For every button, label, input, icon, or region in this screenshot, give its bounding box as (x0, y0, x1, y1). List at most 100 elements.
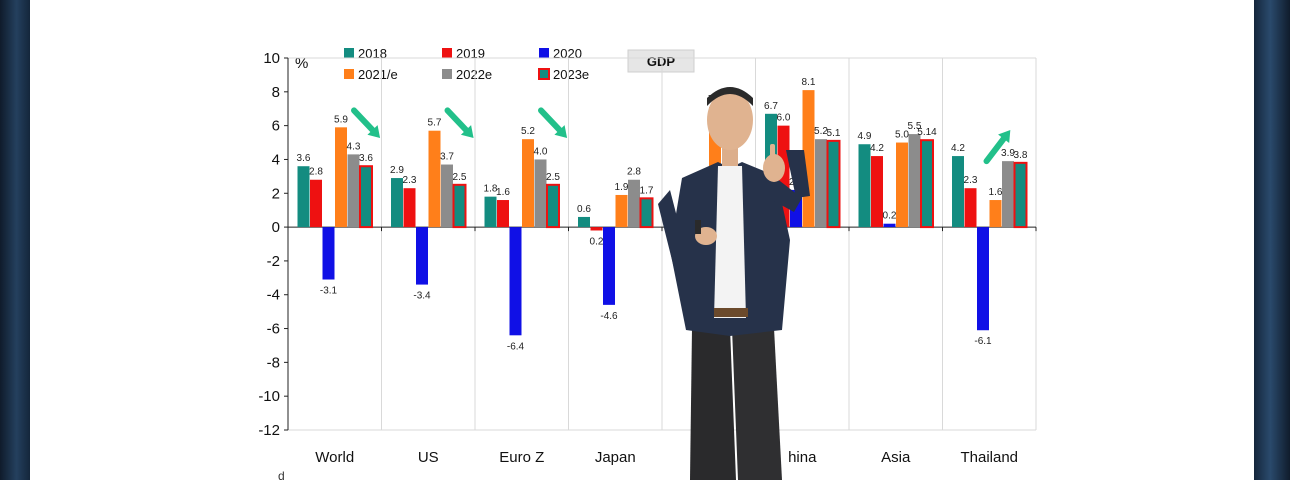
annotation-arrow-head (367, 125, 381, 138)
bar-2019 (497, 200, 509, 228)
annotation-arrow-head (998, 130, 1011, 144)
bar-value-label: 3.8 (1014, 150, 1028, 161)
y-tick-label: 8 (272, 84, 280, 101)
y-tick-label: 4 (272, 151, 280, 168)
annotation-arrow-head (554, 125, 568, 138)
bar-2020 (322, 227, 335, 280)
bar-value-label: 2.8 (627, 167, 641, 178)
bar-value-label: 6.0 (777, 113, 791, 124)
bar-2023e (359, 165, 373, 229)
bar-value-label: 5.2 (521, 126, 535, 137)
bar-2019 (403, 188, 416, 228)
bar-2023e (546, 183, 560, 229)
y-tick-label: 0 (272, 219, 280, 236)
bar-2021e (522, 139, 534, 228)
legend-label: 2020 (553, 46, 582, 61)
bar-value-label: 4.3 (347, 141, 361, 152)
x-category-label: Thailand (960, 449, 1018, 466)
legend-swatch (538, 68, 550, 80)
annotation-arrow-shaft (538, 107, 563, 133)
legend-label: 2023e (553, 67, 589, 82)
bar-2022e (534, 159, 547, 228)
y-tick-label: -6 (267, 321, 280, 338)
y-tick-label: -8 (267, 354, 280, 371)
bar-value-label: 1.6 (989, 187, 1003, 198)
bar-2022e (628, 179, 640, 228)
bar-value-label: 2.5 (546, 172, 560, 183)
bar-value-label: 5.1 (827, 128, 841, 139)
bar-2023e (920, 139, 934, 229)
x-category-label: World (315, 449, 354, 466)
x-category-label: US (418, 449, 439, 466)
x-category-label: hina (788, 449, 817, 466)
bar-2021e (428, 130, 441, 228)
bar-value-label: 1.6 (496, 187, 510, 198)
y-tick-label: -12 (258, 422, 280, 439)
bar-2023e (1013, 161, 1028, 229)
bar-value-label: 5.0 (895, 130, 909, 141)
x-category-label: Japan (595, 449, 636, 466)
bar-value-label: -3.1 (320, 286, 338, 297)
legend-swatch (344, 48, 354, 58)
bar-2018 (578, 216, 590, 228)
bar-value-label: 6.7 (764, 101, 778, 112)
bar-2022e (908, 134, 921, 228)
bar-value-label: 4.2 (870, 143, 884, 154)
bottom-note: d (278, 469, 285, 480)
legend-label: 2021/e (358, 67, 398, 82)
presenter-body (658, 87, 810, 480)
legend-swatch (344, 69, 354, 79)
x-category-label: Asia (881, 449, 911, 466)
chart-legend: 2018 2019 2020 2021/e 2022e 2023e (344, 46, 589, 82)
bar-value-label: -6.1 (974, 336, 992, 347)
y-axis-unit-label: % (295, 55, 308, 72)
x-category-label: Euro Z (499, 449, 544, 466)
legend-label: 2022e (456, 67, 492, 82)
bar-2023e (639, 197, 654, 229)
bar-value-label: 1.9 (615, 182, 629, 193)
bar-2019 (964, 188, 977, 228)
annotation-arrow-head (460, 125, 474, 138)
bar-value-label: 2.5 (453, 172, 467, 183)
bar-2021e (615, 194, 628, 228)
legend-swatch (442, 48, 452, 58)
bar-2021e (896, 142, 908, 228)
bar-2022e (347, 154, 360, 228)
y-tick-label: 6 (272, 118, 280, 135)
bar-value-label: 1.7 (640, 185, 654, 196)
bar-2018 (484, 196, 497, 228)
bar-value-label: 3.6 (297, 153, 311, 164)
legend-label: 2019 (456, 46, 485, 61)
presentation-screen: 2018 2019 2020 2021/e 2022e 2023e GDP % 10 8 6 4… (30, 0, 1254, 480)
bar-2019 (310, 179, 322, 228)
bar-2018 (858, 144, 871, 228)
bar-value-label: 8.1 (802, 77, 816, 88)
bar-2020 (416, 227, 428, 285)
bar-2021e (335, 127, 347, 228)
bar-2021e (989, 200, 1002, 228)
bar-value-label: 0.2 (590, 236, 604, 247)
legend-swatch (539, 48, 549, 58)
bar-value-label: 5.9 (334, 114, 348, 125)
bar-value-label: 5.5 (908, 121, 922, 132)
bar-2019 (590, 227, 603, 231)
bar-value-label: 4.0 (534, 146, 548, 157)
chart-bars: 3.62.8-3.15.94.33.62.92.3-3.45.73.72.51.… (297, 77, 1028, 352)
bar-2020 (977, 227, 989, 331)
bar-2022e (441, 164, 453, 228)
bar-2020 (883, 223, 896, 228)
bar-value-label: 3.6 (359, 153, 373, 164)
annotation-arrow-shaft (351, 107, 376, 133)
bar-2022e (1002, 161, 1014, 228)
bar-2018 (391, 178, 403, 228)
bar-2023e (452, 183, 467, 229)
bar-value-label: -3.4 (413, 291, 431, 302)
bar-2020 (603, 227, 615, 305)
bar-2018 (297, 166, 310, 228)
bar-2020 (509, 227, 522, 336)
annotation-arrows (351, 107, 1011, 165)
bar-value-label: -4.6 (600, 311, 618, 322)
background-frame-right (1254, 0, 1290, 480)
bar-2018 (952, 156, 964, 228)
bar-value-label: 5.7 (428, 118, 442, 129)
